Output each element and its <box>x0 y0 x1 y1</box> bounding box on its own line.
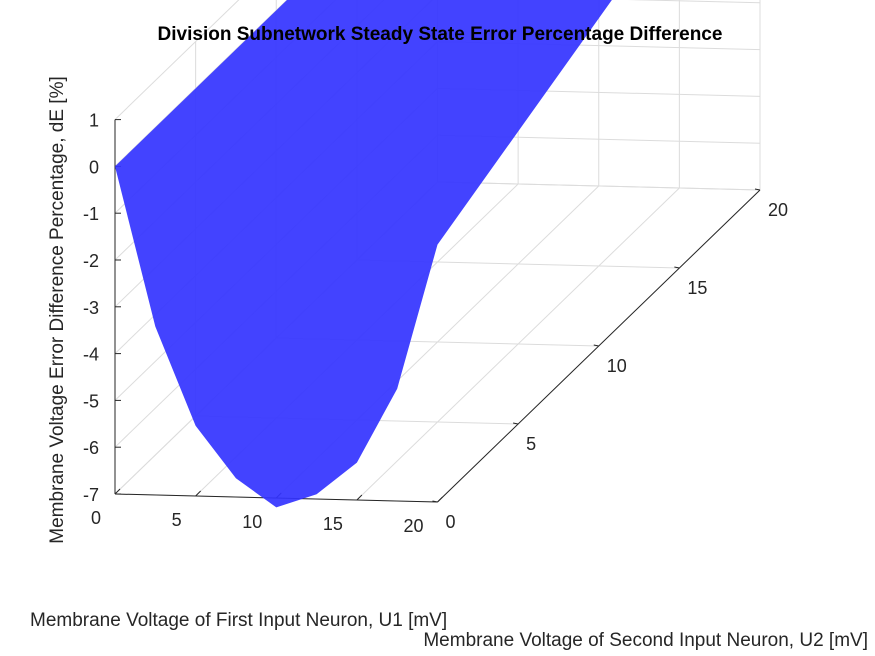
z-tick-label: -2 <box>83 251 99 271</box>
x-tick-mark <box>437 496 443 503</box>
z-tick-label: -1 <box>83 204 99 224</box>
x-axis-label: Membrane Voltage of First Input Neuron, … <box>30 610 447 631</box>
x-tick-label: 5 <box>172 510 182 530</box>
y-tick-label: 0 <box>446 512 456 532</box>
gridline-z <box>114 0 240 120</box>
y-axis-label: Membrane Voltage of Second Input Neuron,… <box>423 630 868 651</box>
y-tick-label: 10 <box>607 356 627 376</box>
y-tick-mark <box>432 500 438 503</box>
y-tick-mark <box>754 188 761 191</box>
z-axis-label: Membrane Voltage Error Difference Percen… <box>47 76 68 544</box>
y-tick-mark <box>593 344 599 347</box>
x-tick-label: 15 <box>323 514 343 534</box>
z-tick-label: -5 <box>83 391 99 411</box>
x-tick-mark <box>114 488 121 495</box>
y-tick-mark <box>674 266 680 269</box>
surface-plot <box>115 0 612 508</box>
z-tick-label: -3 <box>83 298 99 318</box>
y-tick-mark <box>513 422 519 425</box>
gridline-z <box>626 0 761 4</box>
x-tick-label: 10 <box>242 512 262 532</box>
z-tick-label: 0 <box>89 157 99 177</box>
z-tick-label: -7 <box>83 485 99 505</box>
surface-patch <box>115 0 612 508</box>
y-tick-label: 20 <box>768 200 788 220</box>
x-tick-mark <box>195 490 201 497</box>
chart-title: Division Subnetwork Steady State Error P… <box>158 24 723 45</box>
gridline-x <box>356 187 680 501</box>
x-tick-mark <box>356 494 363 501</box>
x-tick-label: 20 <box>403 516 423 536</box>
z-tick-label: -4 <box>83 345 99 365</box>
x-tick-label: 0 <box>91 508 101 528</box>
y-tick-label: 5 <box>526 434 536 454</box>
z-tick-label: -6 <box>83 438 99 458</box>
y-tick-label: 15 <box>687 278 707 298</box>
z-tick-label: 1 <box>89 111 99 131</box>
